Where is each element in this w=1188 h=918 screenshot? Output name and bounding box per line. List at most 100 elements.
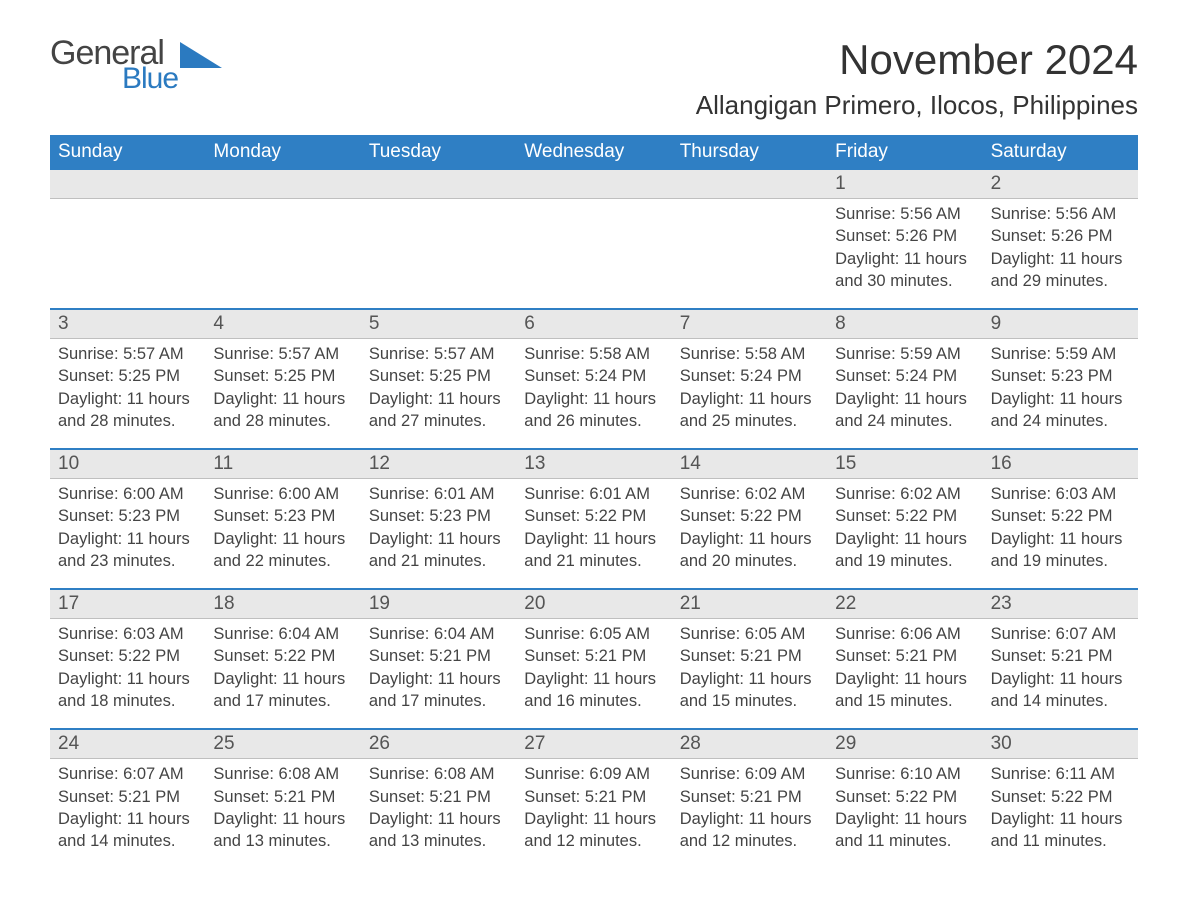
titles: November 2024 Allangigan Primero, Ilocos… [696,36,1138,121]
day-cell: Sunrise: 5:59 AMSunset: 5:23 PMDaylight:… [983,339,1138,436]
day-cell: Sunrise: 6:05 AMSunset: 5:21 PMDaylight:… [516,619,671,716]
day-cell: Sunrise: 5:57 AMSunset: 5:25 PMDaylight:… [361,339,516,436]
sunset-line: Sunset: 5:22 PM [213,645,352,667]
sunrise-line: Sunrise: 6:01 AM [524,483,663,505]
daylight-line: Daylight: 11 hours and 14 minutes. [58,808,197,853]
day-number: 12 [361,450,516,478]
day-cell: Sunrise: 6:02 AMSunset: 5:22 PMDaylight:… [827,479,982,576]
daylight-line: Daylight: 11 hours and 26 minutes. [524,388,663,433]
day-number [361,170,516,198]
daylight-line: Daylight: 11 hours and 30 minutes. [835,248,974,293]
calendar-week: 17181920212223Sunrise: 6:03 AMSunset: 5:… [50,588,1138,716]
calendar-week: 10111213141516Sunrise: 6:00 AMSunset: 5:… [50,448,1138,576]
sunset-line: Sunset: 5:24 PM [680,365,819,387]
day-cell: Sunrise: 5:57 AMSunset: 5:25 PMDaylight:… [50,339,205,436]
sunset-line: Sunset: 5:22 PM [524,505,663,527]
sunrise-line: Sunrise: 5:57 AM [58,343,197,365]
daylight-line: Daylight: 11 hours and 13 minutes. [369,808,508,853]
daylight-line: Daylight: 11 hours and 28 minutes. [213,388,352,433]
header-row: General Blue November 2024 Allangigan Pr… [50,36,1138,121]
sunrise-line: Sunrise: 6:01 AM [369,483,508,505]
sunrise-line: Sunrise: 6:08 AM [369,763,508,785]
day-cell: Sunrise: 6:04 AMSunset: 5:22 PMDaylight:… [205,619,360,716]
day-number: 6 [516,310,671,338]
weekday-header-row: Sunday Monday Tuesday Wednesday Thursday… [50,135,1138,170]
calendar-week: 12Sunrise: 5:56 AMSunset: 5:26 PMDayligh… [50,170,1138,296]
daylight-line: Daylight: 11 hours and 18 minutes. [58,668,197,713]
daylight-line: Daylight: 11 hours and 20 minutes. [680,528,819,573]
day-cell: Sunrise: 6:06 AMSunset: 5:21 PMDaylight:… [827,619,982,716]
day-number: 25 [205,730,360,758]
day-number [672,170,827,198]
sunrise-line: Sunrise: 6:11 AM [991,763,1130,785]
sunset-line: Sunset: 5:24 PM [524,365,663,387]
day-cell: Sunrise: 5:57 AMSunset: 5:25 PMDaylight:… [205,339,360,436]
day-cell: Sunrise: 6:10 AMSunset: 5:22 PMDaylight:… [827,759,982,856]
sunrise-line: Sunrise: 6:04 AM [213,623,352,645]
page-subtitle: Allangigan Primero, Ilocos, Philippines [696,90,1138,121]
daylight-line: Daylight: 11 hours and 19 minutes. [835,528,974,573]
daylight-line: Daylight: 11 hours and 28 minutes. [58,388,197,433]
day-cell [361,199,516,296]
daylight-line: Daylight: 11 hours and 11 minutes. [991,808,1130,853]
day-cell: Sunrise: 6:03 AMSunset: 5:22 PMDaylight:… [50,619,205,716]
sunset-line: Sunset: 5:23 PM [369,505,508,527]
brand-word-blue: Blue [122,64,178,94]
day-cell: Sunrise: 6:02 AMSunset: 5:22 PMDaylight:… [672,479,827,576]
daylight-line: Daylight: 11 hours and 29 minutes. [991,248,1130,293]
day-number: 10 [50,450,205,478]
day-number: 24 [50,730,205,758]
day-cell: Sunrise: 6:07 AMSunset: 5:21 PMDaylight:… [50,759,205,856]
day-cell: Sunrise: 5:56 AMSunset: 5:26 PMDaylight:… [827,199,982,296]
day-cell: Sunrise: 6:03 AMSunset: 5:22 PMDaylight:… [983,479,1138,576]
day-cell [672,199,827,296]
daylight-line: Daylight: 11 hours and 22 minutes. [213,528,352,573]
daylight-line: Daylight: 11 hours and 16 minutes. [524,668,663,713]
day-number: 30 [983,730,1138,758]
day-number: 13 [516,450,671,478]
day-cell: Sunrise: 6:05 AMSunset: 5:21 PMDaylight:… [672,619,827,716]
day-cell [50,199,205,296]
daylight-line: Daylight: 11 hours and 17 minutes. [213,668,352,713]
sunset-line: Sunset: 5:23 PM [213,505,352,527]
day-number: 27 [516,730,671,758]
weekday-header: Sunday [50,135,205,170]
sunset-line: Sunset: 5:25 PM [58,365,197,387]
weekday-header: Saturday [983,135,1138,170]
sunrise-line: Sunrise: 6:03 AM [991,483,1130,505]
daylight-line: Daylight: 11 hours and 19 minutes. [991,528,1130,573]
sunrise-line: Sunrise: 5:58 AM [524,343,663,365]
day-body-row: Sunrise: 5:56 AMSunset: 5:26 PMDaylight:… [50,199,1138,296]
sunset-line: Sunset: 5:26 PM [991,225,1130,247]
sunrise-line: Sunrise: 6:08 AM [213,763,352,785]
day-number: 7 [672,310,827,338]
daylight-line: Daylight: 11 hours and 21 minutes. [369,528,508,573]
day-number: 28 [672,730,827,758]
day-number: 18 [205,590,360,618]
sunset-line: Sunset: 5:22 PM [991,505,1130,527]
day-number: 17 [50,590,205,618]
day-number: 19 [361,590,516,618]
daylight-line: Daylight: 11 hours and 17 minutes. [369,668,508,713]
brand-logo: General Blue [50,36,222,94]
page: General Blue November 2024 Allangigan Pr… [0,0,1188,918]
day-number: 23 [983,590,1138,618]
day-number: 15 [827,450,982,478]
sunrise-line: Sunrise: 6:00 AM [213,483,352,505]
daynum-row: 3456789 [50,310,1138,339]
brand-logo-text: General Blue [50,36,178,94]
sunset-line: Sunset: 5:21 PM [680,645,819,667]
sunrise-line: Sunrise: 6:09 AM [680,763,819,785]
daylight-line: Daylight: 11 hours and 15 minutes. [835,668,974,713]
day-number: 8 [827,310,982,338]
daylight-line: Daylight: 11 hours and 27 minutes. [369,388,508,433]
sunset-line: Sunset: 5:22 PM [835,786,974,808]
sunrise-line: Sunrise: 6:09 AM [524,763,663,785]
daynum-row: 12 [50,170,1138,199]
sunset-line: Sunset: 5:25 PM [213,365,352,387]
day-cell: Sunrise: 6:00 AMSunset: 5:23 PMDaylight:… [205,479,360,576]
sunset-line: Sunset: 5:26 PM [835,225,974,247]
day-cell: Sunrise: 6:09 AMSunset: 5:21 PMDaylight:… [516,759,671,856]
day-cell: Sunrise: 5:56 AMSunset: 5:26 PMDaylight:… [983,199,1138,296]
day-number [205,170,360,198]
